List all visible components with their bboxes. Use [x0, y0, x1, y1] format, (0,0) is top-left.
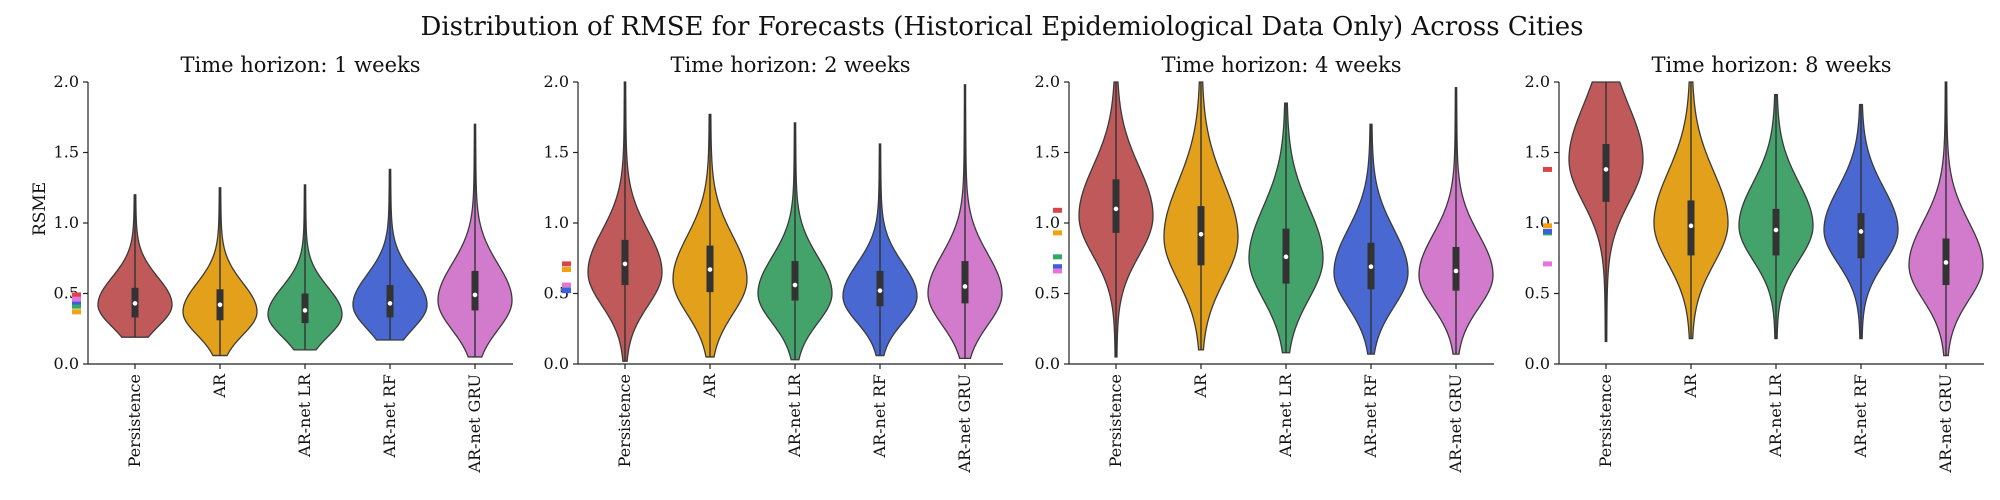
violin-median [1603, 167, 1609, 172]
violin-median [792, 282, 798, 288]
violin-median [707, 267, 713, 272]
violin-median [877, 288, 883, 293]
violin-median [1773, 227, 1779, 233]
violin-median [1368, 264, 1374, 270]
y-tick-label: 1.5 [544, 143, 569, 162]
y-tick-label: 1.5 [54, 143, 79, 162]
y-tick-label: 0.0 [1525, 354, 1550, 373]
panel-2: Time horizon: 2 weeks0.00.51.01.52.0Pers… [544, 53, 1003, 474]
y-tick-label: 2.0 [544, 72, 569, 91]
side-marker-4 [72, 296, 81, 302]
y-tick-label: 1.0 [1035, 213, 1060, 232]
side-marker-3 [562, 288, 571, 294]
y-tick-label: 0.0 [1035, 354, 1060, 373]
chart-title: Distribution of RMSE for Forecasts (Hist… [420, 12, 1583, 42]
x-tick-label: Persistence [615, 374, 634, 467]
y-tick-label: 2.0 [1525, 72, 1550, 91]
violin-median [962, 284, 968, 289]
violin-box [791, 261, 799, 301]
x-tick-label: AR-net GRU [1446, 374, 1465, 474]
x-tick-label: AR-net LR [295, 373, 314, 458]
x-tick-label: AR-net RF [380, 374, 399, 458]
panel-1: Time horizon: 1 weeks0.00.51.01.52.0RSME… [30, 53, 513, 474]
x-tick-label: AR [210, 373, 229, 399]
x-tick-label: AR-net RF [1361, 374, 1380, 458]
panel-4: Time horizon: 8 weeks0.00.51.01.52.0Pers… [1525, 53, 1984, 474]
y-tick-label: 1.0 [544, 213, 569, 232]
violin-median [472, 292, 478, 298]
y-tick-label: 0.5 [1525, 284, 1550, 303]
x-tick-label: AR-net GRU [1936, 374, 1955, 474]
side-marker-4 [1543, 261, 1552, 267]
panel-title: Time horizon: 8 weeks [1651, 53, 1891, 77]
side-marker-4 [1053, 268, 1062, 274]
x-tick-label: AR [700, 373, 719, 399]
violin-median [1688, 223, 1694, 229]
panels: Time horizon: 1 weeks 0.0 0.5 1.0 1.5 2.0 RSME… [30, 53, 1984, 474]
x-tick-label: Persistence [1106, 374, 1125, 467]
y-tick-label: 0.0 [54, 354, 79, 373]
violin-median [302, 308, 308, 313]
x-tick-label: AR-net LR [1766, 373, 1785, 458]
side-marker-1 [562, 267, 571, 273]
x-tick-label: AR-net RF [1851, 374, 1870, 458]
violin-median [1858, 229, 1864, 234]
x-tick-label: AR-net LR [1276, 373, 1295, 458]
violin-box [471, 270, 479, 311]
panel-title: Time horizon: 2 weeks [670, 53, 910, 77]
side-marker-2 [1053, 254, 1062, 260]
violin-box [1602, 144, 1610, 202]
violin-median [1113, 206, 1119, 212]
y-tick-label: 2.0 [54, 72, 79, 91]
x-tick-label: AR-net LR [785, 373, 804, 458]
side-marker-3 [72, 299, 81, 305]
y-tick-label: 0.0 [544, 354, 569, 373]
side-marker-3 [1543, 228, 1552, 234]
violin-box [1112, 179, 1120, 233]
violin-median [1453, 268, 1459, 274]
side-marker-2 [72, 303, 81, 309]
violin-box [1857, 213, 1865, 259]
side-marker-0 [72, 292, 81, 298]
side-marker-0 [562, 261, 571, 267]
x-tick-label: Persistence [125, 374, 144, 467]
side-marker-0 [1543, 166, 1552, 172]
violin-median [1943, 260, 1949, 265]
side-marker-1 [72, 309, 81, 315]
violin-median [132, 301, 138, 306]
x-tick-label: AR-net GRU [465, 374, 484, 474]
violin-box [961, 261, 969, 304]
y-tick-label: 1.5 [1525, 143, 1550, 162]
side-marker-4 [562, 282, 571, 288]
x-tick-label: AR [1191, 373, 1210, 399]
panel-title: Time horizon: 1 weeks [180, 53, 420, 77]
y-tick-label: 2.0 [1035, 72, 1060, 91]
side-marker-0 [1053, 207, 1062, 213]
y-tick-label: 0.5 [1035, 284, 1060, 303]
x-tick-label: AR-net GRU [955, 374, 974, 474]
panel-3: Time horizon: 4 weeks 0.0 0.5 1.0 1.5 2.0 Pers… [1035, 53, 1494, 474]
y-axis-label: RSME [30, 182, 50, 236]
side-marker-1 [1053, 230, 1062, 236]
panel-title: Time horizon: 4 weeks [1161, 53, 1401, 77]
x-tick-label: AR [1681, 373, 1700, 399]
violin-median [217, 302, 223, 308]
side-marker-3 [1053, 264, 1062, 270]
y-tick-label: 1.0 [54, 213, 79, 232]
side-marker-1 [1543, 223, 1552, 229]
violin-median [1283, 254, 1289, 260]
violin-median [622, 261, 628, 267]
violin-median [1198, 231, 1204, 237]
violin-median [387, 301, 393, 306]
y-tick-label: 1.5 [1035, 143, 1060, 162]
x-tick-label: Persistence [1596, 374, 1615, 467]
x-tick-label: AR-net RF [870, 374, 889, 458]
